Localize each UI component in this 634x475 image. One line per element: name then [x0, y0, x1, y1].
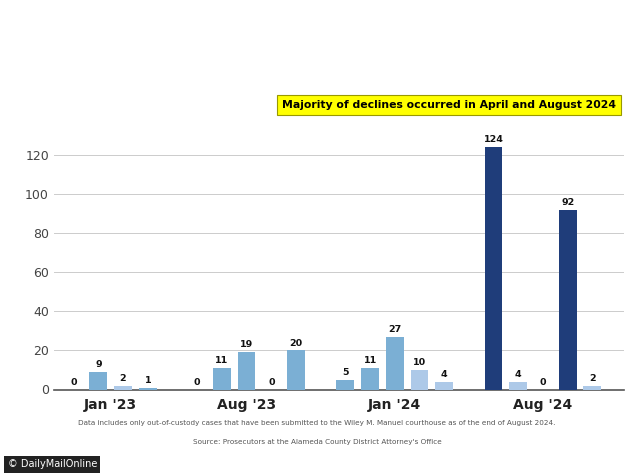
Bar	[386, 337, 404, 390]
Bar	[559, 210, 576, 390]
Text: © DailyMailOnline: © DailyMailOnline	[8, 459, 97, 469]
Text: 2: 2	[120, 374, 126, 383]
Text: 19: 19	[240, 341, 253, 350]
Bar	[238, 352, 256, 390]
Bar	[583, 386, 601, 390]
Text: Data includes only out-of-custody cases that have been submitted to the Wiley M.: Data includes only out-of-custody cases …	[79, 420, 555, 427]
Bar	[114, 386, 132, 390]
Text: 4: 4	[515, 370, 522, 379]
Bar	[139, 388, 157, 389]
Text: 0: 0	[268, 378, 275, 387]
Text: 27: 27	[388, 325, 401, 334]
Bar	[89, 372, 107, 390]
Text: 11: 11	[363, 356, 377, 365]
Text: 124: 124	[484, 135, 503, 144]
Text: 0: 0	[194, 378, 200, 387]
Bar	[436, 382, 453, 390]
Bar	[509, 382, 527, 390]
Text: 2: 2	[589, 374, 596, 383]
Text: Majority of declines occurred in April and August 2024: Majority of declines occurred in April a…	[282, 100, 616, 110]
Bar	[484, 147, 503, 390]
Text: 9: 9	[95, 360, 101, 369]
Text: Source: Prosecutors at the Alameda County District Attorney's Office: Source: Prosecutors at the Alameda Count…	[193, 439, 441, 446]
Text: 5: 5	[342, 368, 349, 377]
Text: 0: 0	[70, 378, 77, 387]
Bar	[287, 351, 305, 390]
Bar	[411, 370, 429, 390]
Text: 4: 4	[441, 370, 448, 379]
Text: 10: 10	[413, 358, 426, 367]
Text: 20: 20	[289, 339, 302, 348]
Text: 0: 0	[540, 378, 547, 387]
Bar	[337, 380, 354, 390]
Text: Over 350 cases were declined for prosecution
due to expired statute of limitatio: Over 350 cases were declined for prosecu…	[39, 34, 595, 80]
Text: 1: 1	[145, 376, 151, 385]
Bar	[213, 368, 231, 389]
Text: 11: 11	[215, 356, 228, 365]
Text: 92: 92	[561, 198, 574, 207]
Bar	[361, 368, 379, 389]
